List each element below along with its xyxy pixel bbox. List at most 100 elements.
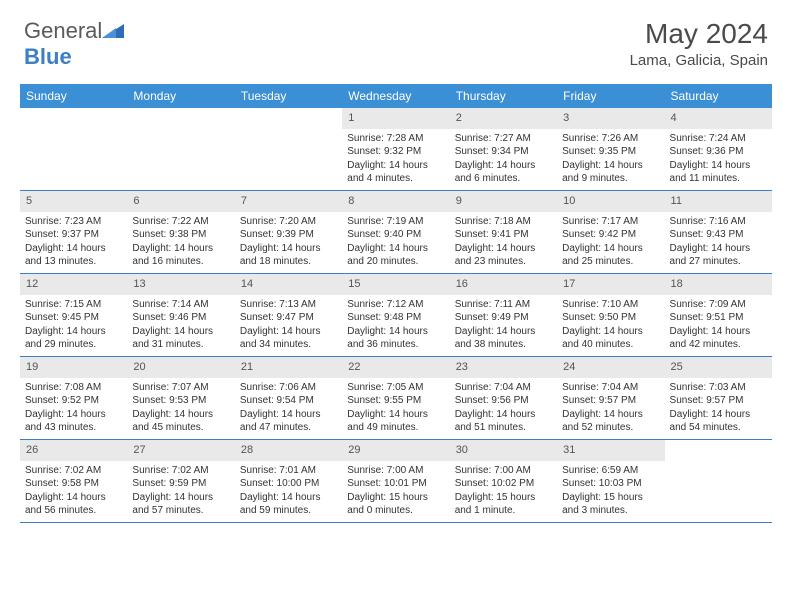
- sunset-text: Sunset: 9:59 PM: [132, 477, 229, 491]
- day-cell: 12Sunrise: 7:15 AMSunset: 9:45 PMDayligh…: [20, 274, 127, 356]
- day-cell: 28Sunrise: 7:01 AMSunset: 10:00 PMDaylig…: [235, 440, 342, 522]
- sunrise-text: Sunrise: 7:27 AM: [455, 132, 552, 146]
- day-number: 18: [665, 274, 772, 295]
- month-title: May 2024: [630, 18, 768, 50]
- brand-logo: GeneralBlue: [24, 18, 124, 70]
- day-cell: 24Sunrise: 7:04 AMSunset: 9:57 PMDayligh…: [557, 357, 664, 439]
- sunrise-text: Sunrise: 7:05 AM: [347, 381, 444, 395]
- day-number: 20: [127, 357, 234, 378]
- day-number: 22: [342, 357, 449, 378]
- day-number: 16: [450, 274, 557, 295]
- day-info: Sunrise: 7:04 AMSunset: 9:57 PMDaylight:…: [557, 378, 664, 439]
- daylight-text: Daylight: 14 hours and 16 minutes.: [132, 242, 229, 269]
- daylight-text: Daylight: 14 hours and 11 minutes.: [670, 159, 767, 186]
- sunset-text: Sunset: 9:42 PM: [562, 228, 659, 242]
- weeks-container: ...1Sunrise: 7:28 AMSunset: 9:32 PMDayli…: [20, 108, 772, 523]
- triangle-icon: [102, 18, 124, 44]
- sunrise-text: Sunrise: 7:18 AM: [455, 215, 552, 229]
- sunrise-text: Sunrise: 7:14 AM: [132, 298, 229, 312]
- sunset-text: Sunset: 9:36 PM: [670, 145, 767, 159]
- daylight-text: Daylight: 14 hours and 59 minutes.: [240, 491, 337, 518]
- sunrise-text: Sunrise: 7:01 AM: [240, 464, 337, 478]
- day-cell: 5Sunrise: 7:23 AMSunset: 9:37 PMDaylight…: [20, 191, 127, 273]
- day-info: Sunrise: 7:20 AMSunset: 9:39 PMDaylight:…: [235, 212, 342, 273]
- daylight-text: Daylight: 15 hours and 3 minutes.: [562, 491, 659, 518]
- sunrise-text: Sunrise: 7:15 AM: [25, 298, 122, 312]
- weekday-label: Wednesday: [342, 84, 449, 108]
- day-cell: 20Sunrise: 7:07 AMSunset: 9:53 PMDayligh…: [127, 357, 234, 439]
- day-info: Sunrise: 6:59 AMSunset: 10:03 PMDaylight…: [557, 461, 664, 522]
- day-cell: 23Sunrise: 7:04 AMSunset: 9:56 PMDayligh…: [450, 357, 557, 439]
- sunset-text: Sunset: 9:52 PM: [25, 394, 122, 408]
- daylight-text: Daylight: 14 hours and 49 minutes.: [347, 408, 444, 435]
- day-info: Sunrise: 7:12 AMSunset: 9:48 PMDaylight:…: [342, 295, 449, 356]
- daylight-text: Daylight: 14 hours and 38 minutes.: [455, 325, 552, 352]
- day-number: 11: [665, 191, 772, 212]
- day-number: 28: [235, 440, 342, 461]
- daylight-text: Daylight: 14 hours and 23 minutes.: [455, 242, 552, 269]
- day-info: Sunrise: 7:27 AMSunset: 9:34 PMDaylight:…: [450, 129, 557, 190]
- sunrise-text: Sunrise: 7:16 AM: [670, 215, 767, 229]
- day-info: Sunrise: 7:16 AMSunset: 9:43 PMDaylight:…: [665, 212, 772, 273]
- daylight-text: Daylight: 14 hours and 56 minutes.: [25, 491, 122, 518]
- sunset-text: Sunset: 9:32 PM: [347, 145, 444, 159]
- weekday-label: Thursday: [450, 84, 557, 108]
- day-info: Sunrise: 7:13 AMSunset: 9:47 PMDaylight:…: [235, 295, 342, 356]
- day-info: Sunrise: 7:11 AMSunset: 9:49 PMDaylight:…: [450, 295, 557, 356]
- daylight-text: Daylight: 14 hours and 4 minutes.: [347, 159, 444, 186]
- weekday-label: Saturday: [665, 84, 772, 108]
- day-number: 27: [127, 440, 234, 461]
- daylight-text: Daylight: 14 hours and 57 minutes.: [132, 491, 229, 518]
- day-info: Sunrise: 7:02 AMSunset: 9:59 PMDaylight:…: [127, 461, 234, 522]
- daylight-text: Daylight: 15 hours and 0 minutes.: [347, 491, 444, 518]
- sunrise-text: Sunrise: 7:13 AM: [240, 298, 337, 312]
- daylight-text: Daylight: 14 hours and 54 minutes.: [670, 408, 767, 435]
- day-cell: 25Sunrise: 7:03 AMSunset: 9:57 PMDayligh…: [665, 357, 772, 439]
- daylight-text: Daylight: 14 hours and 25 minutes.: [562, 242, 659, 269]
- sunrise-text: Sunrise: 7:06 AM: [240, 381, 337, 395]
- day-info: Sunrise: 7:07 AMSunset: 9:53 PMDaylight:…: [127, 378, 234, 439]
- day-number: 12: [20, 274, 127, 295]
- sunset-text: Sunset: 9:45 PM: [25, 311, 122, 325]
- location-text: Lama, Galicia, Spain: [630, 52, 768, 69]
- daylight-text: Daylight: 15 hours and 1 minute.: [455, 491, 552, 518]
- daylight-text: Daylight: 14 hours and 27 minutes.: [670, 242, 767, 269]
- sunset-text: Sunset: 9:57 PM: [562, 394, 659, 408]
- daylight-text: Daylight: 14 hours and 13 minutes.: [25, 242, 122, 269]
- sunrise-text: Sunrise: 7:04 AM: [562, 381, 659, 395]
- day-number: 5: [20, 191, 127, 212]
- day-number: 8: [342, 191, 449, 212]
- day-info: Sunrise: 7:08 AMSunset: 9:52 PMDaylight:…: [20, 378, 127, 439]
- day-info: Sunrise: 7:19 AMSunset: 9:40 PMDaylight:…: [342, 212, 449, 273]
- day-info: Sunrise: 7:17 AMSunset: 9:42 PMDaylight:…: [557, 212, 664, 273]
- daylight-text: Daylight: 14 hours and 40 minutes.: [562, 325, 659, 352]
- sunrise-text: Sunrise: 7:00 AM: [347, 464, 444, 478]
- brand-part1: General: [24, 18, 102, 43]
- day-cell: 4Sunrise: 7:24 AMSunset: 9:36 PMDaylight…: [665, 108, 772, 190]
- daylight-text: Daylight: 14 hours and 42 minutes.: [670, 325, 767, 352]
- sunset-text: Sunset: 9:47 PM: [240, 311, 337, 325]
- day-number: 7: [235, 191, 342, 212]
- daylight-text: Daylight: 14 hours and 36 minutes.: [347, 325, 444, 352]
- sunrise-text: Sunrise: 7:28 AM: [347, 132, 444, 146]
- day-cell: 16Sunrise: 7:11 AMSunset: 9:49 PMDayligh…: [450, 274, 557, 356]
- sunrise-text: Sunrise: 7:04 AM: [455, 381, 552, 395]
- sunset-text: Sunset: 9:54 PM: [240, 394, 337, 408]
- day-info: Sunrise: 7:09 AMSunset: 9:51 PMDaylight:…: [665, 295, 772, 356]
- title-block: May 2024 Lama, Galicia, Spain: [630, 18, 768, 69]
- sunset-text: Sunset: 10:03 PM: [562, 477, 659, 491]
- sunrise-text: Sunrise: 7:07 AM: [132, 381, 229, 395]
- day-cell: 22Sunrise: 7:05 AMSunset: 9:55 PMDayligh…: [342, 357, 449, 439]
- day-cell: 18Sunrise: 7:09 AMSunset: 9:51 PMDayligh…: [665, 274, 772, 356]
- sunset-text: Sunset: 9:53 PM: [132, 394, 229, 408]
- empty-day-cell: .: [665, 440, 772, 522]
- daylight-text: Daylight: 14 hours and 18 minutes.: [240, 242, 337, 269]
- day-info: Sunrise: 7:23 AMSunset: 9:37 PMDaylight:…: [20, 212, 127, 273]
- day-info: Sunrise: 7:28 AMSunset: 9:32 PMDaylight:…: [342, 129, 449, 190]
- day-number: 17: [557, 274, 664, 295]
- sunrise-text: Sunrise: 7:24 AM: [670, 132, 767, 146]
- day-cell: 15Sunrise: 7:12 AMSunset: 9:48 PMDayligh…: [342, 274, 449, 356]
- sunset-text: Sunset: 9:38 PM: [132, 228, 229, 242]
- sunset-text: Sunset: 10:01 PM: [347, 477, 444, 491]
- sunset-text: Sunset: 9:35 PM: [562, 145, 659, 159]
